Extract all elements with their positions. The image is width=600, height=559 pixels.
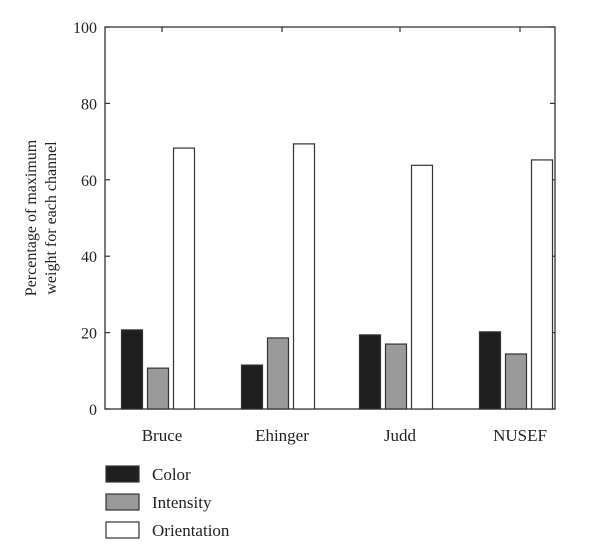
legend-label-intensity: Intensity [152, 493, 212, 512]
x-tick-label: NUSEF [493, 426, 547, 445]
y-tick-label: 40 [81, 249, 97, 266]
bar-intensity-bruce [146, 367, 170, 410]
bar-orientation-judd [410, 164, 434, 410]
y-tick-label: 80 [81, 96, 97, 113]
legend-label-orientation: Orientation [152, 521, 230, 540]
bars [120, 143, 554, 410]
bar-color-bruce [120, 329, 144, 410]
bar-intensity-ehinger [266, 337, 290, 410]
legend: Color Intensity Orientation [105, 465, 230, 540]
x-tick-label: Ehinger [255, 426, 309, 445]
bar-intensity-judd [384, 343, 408, 410]
axes [104, 26, 556, 410]
bar-color-ehinger [240, 364, 264, 410]
bar-orientation-bruce [172, 147, 196, 410]
y-tick-label: 0 [89, 402, 97, 419]
x-tick-label: Judd [384, 426, 417, 445]
legend-swatch-orientation [105, 521, 140, 539]
y-tick-label: 100 [73, 20, 97, 37]
bar-orientation-ehinger [292, 143, 316, 410]
y-axis-label-line: weight for each channel [43, 141, 60, 295]
bar-color-judd [358, 334, 382, 410]
y-tick-label: 60 [81, 173, 97, 190]
y-axis-label: Percentage of maximum weight for each cha… [23, 139, 60, 296]
bar-intensity-nusef [504, 353, 528, 410]
legend-swatch-intensity [105, 493, 140, 511]
x-tick-label: Bruce [142, 426, 183, 445]
y-tick-label: 20 [81, 326, 97, 343]
y-axis-label-line: Percentage of maximum [23, 139, 40, 296]
legend-label-color: Color [152, 465, 191, 484]
plot-frame [104, 26, 556, 410]
legend-swatch-color [105, 465, 140, 483]
bar-color-nusef [478, 331, 502, 410]
bar-orientation-nusef [530, 159, 554, 410]
category-labels: Bruce Ehinger Judd NUSEF [142, 426, 547, 445]
